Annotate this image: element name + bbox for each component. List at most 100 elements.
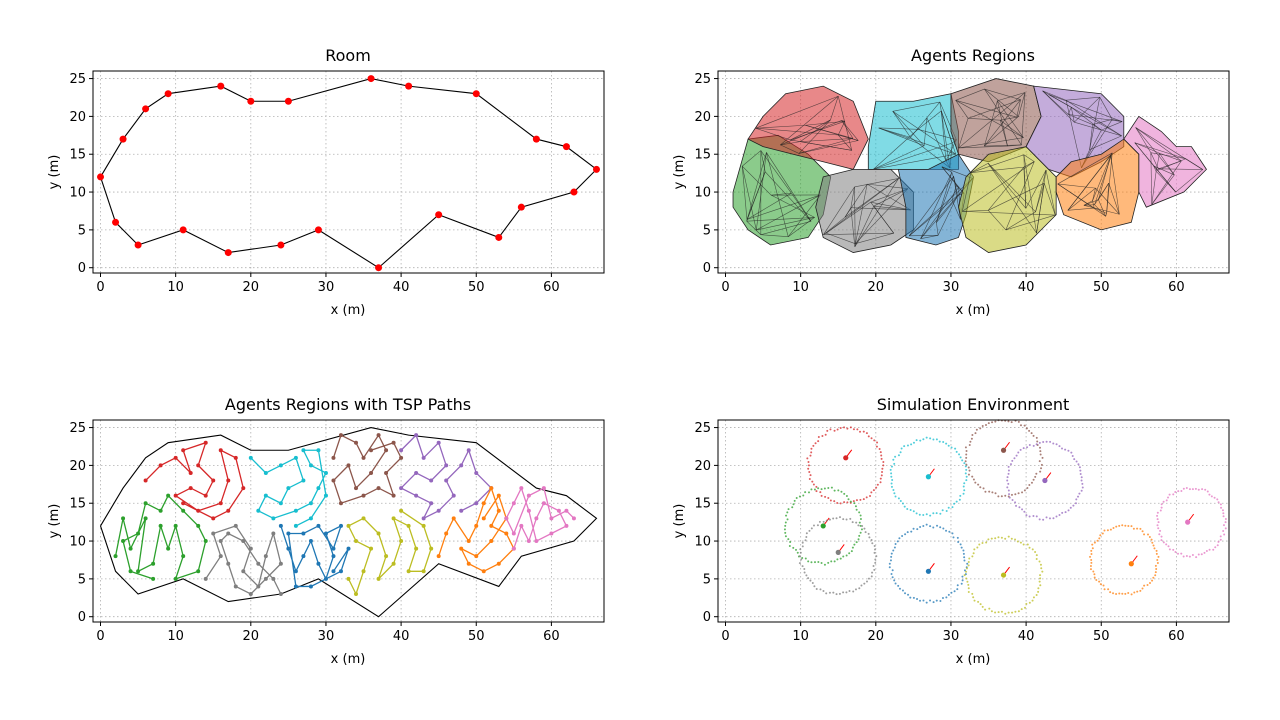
sim-trail-point <box>1072 504 1075 507</box>
tsp-path-point <box>196 463 201 468</box>
region-cell-edge <box>1025 169 1047 209</box>
sim-trail-point <box>922 513 925 516</box>
region-cell-edge <box>841 120 854 139</box>
sim-trail-point <box>967 560 970 563</box>
tsp-path-point <box>511 531 516 536</box>
region-cell-edge <box>892 111 956 155</box>
tsp-path-point <box>158 508 163 513</box>
region-cell-edge <box>962 211 1056 216</box>
room-xlabel: x (m) <box>331 303 366 318</box>
region-cell-edge <box>917 110 942 130</box>
sim-trail-point <box>950 446 953 449</box>
sim-trail-point <box>1031 599 1034 602</box>
region-cell-edge <box>967 99 1021 119</box>
sim-title: Simulation Environment <box>877 395 1069 414</box>
sim-trail-point <box>859 524 862 527</box>
room-vertex <box>472 90 480 98</box>
region-cell-edge <box>841 120 845 122</box>
sim-trail-point <box>965 456 968 459</box>
sim-trail-point <box>855 508 858 511</box>
tsp-path-point <box>331 569 336 574</box>
sim-trail-point <box>1000 495 1003 498</box>
tsp-path-point <box>526 539 531 544</box>
sim-trail-point <box>1127 525 1130 528</box>
sim-trail-point <box>1146 583 1149 586</box>
sim-trail-point <box>1216 544 1219 547</box>
sim-trail-point <box>1180 552 1183 555</box>
sim-trail-point <box>906 508 909 511</box>
sim-trail-point <box>890 475 893 478</box>
tsp-path-point <box>173 523 178 528</box>
sim-trail-point <box>833 560 836 563</box>
region-cell-edge <box>1105 213 1107 217</box>
region-cell-edge <box>1106 152 1113 214</box>
sim-trail-point <box>894 495 897 498</box>
sim-trail-point <box>959 456 962 459</box>
tsp-path-point <box>158 523 163 528</box>
sim-trail-point <box>812 444 815 447</box>
sim-trail-point <box>1136 590 1139 593</box>
sim-trail-point <box>860 528 863 531</box>
sim-trail-point <box>1154 564 1157 567</box>
sim-trail-point <box>881 467 884 470</box>
room-vertex <box>224 249 232 257</box>
region-cell-edge <box>958 92 1026 149</box>
sim-trail-point <box>807 464 810 467</box>
sim-trail-point <box>793 499 796 502</box>
sim-trail-point <box>1039 574 1042 577</box>
region-cell-edge <box>1023 154 1037 234</box>
sim-trail-point <box>839 502 842 505</box>
sim-trail-point <box>909 509 912 512</box>
sim-trail-point <box>858 521 861 524</box>
sim-trail-point <box>1157 527 1160 530</box>
region-cell-edge <box>741 166 757 231</box>
sim-trail-point <box>1035 443 1038 446</box>
sim-trail-point <box>862 430 865 433</box>
sim-trail-point <box>894 455 897 458</box>
sim-trail-point <box>979 603 982 606</box>
sim-trail-point <box>988 490 991 493</box>
sim-trail-point <box>1031 548 1034 551</box>
sim-trail-point <box>1177 490 1180 493</box>
sim-trail-point <box>965 577 968 580</box>
sim-trail-point <box>826 429 829 432</box>
sim-trail-point <box>801 556 804 559</box>
sim-trail-point <box>981 541 984 544</box>
sim-trail-point <box>1032 515 1035 518</box>
sim-trail-point <box>951 532 954 535</box>
sim-trail-point <box>807 467 810 470</box>
sim-trail-point <box>882 460 885 463</box>
sim-trail-point <box>867 577 870 580</box>
sim-trail-point <box>1150 538 1153 541</box>
region-cell-edge <box>837 134 853 151</box>
region-cell-edge <box>984 88 1019 117</box>
tsp-path-point <box>196 569 201 574</box>
region-cell-edge <box>908 176 954 237</box>
sim-trail-point <box>840 490 843 493</box>
sim-xtick-label: 50 <box>1093 629 1110 644</box>
sim-trail-point <box>1093 576 1096 579</box>
sim-trail-point <box>857 524 860 527</box>
sim-trail-point <box>1091 547 1094 550</box>
regions-xtick-label: 30 <box>943 280 960 295</box>
sim-trail-point <box>941 509 944 512</box>
tsp-path-point <box>136 569 141 574</box>
room-vertex <box>277 241 285 249</box>
region-cell-edge <box>984 144 1022 147</box>
tsp-path-point <box>436 508 441 513</box>
sim-trail-point <box>1089 568 1092 571</box>
sim-trail-point <box>1115 592 1118 595</box>
sim-trail-point <box>970 437 973 440</box>
region-cell-edge <box>1150 152 1153 205</box>
sim-trail-point <box>1011 498 1014 501</box>
tsp-path-point <box>354 440 359 445</box>
tsp-path-point <box>429 546 434 551</box>
sim-trail-point <box>814 442 817 445</box>
tsp-path-point <box>384 448 389 453</box>
sim-trail-point <box>1037 587 1040 590</box>
sim-trail-point <box>873 439 876 442</box>
sim-trail-point <box>892 458 895 461</box>
sim-trail-point <box>941 597 944 600</box>
sim-trail-point <box>843 492 846 495</box>
sim-trail-point <box>799 548 802 551</box>
